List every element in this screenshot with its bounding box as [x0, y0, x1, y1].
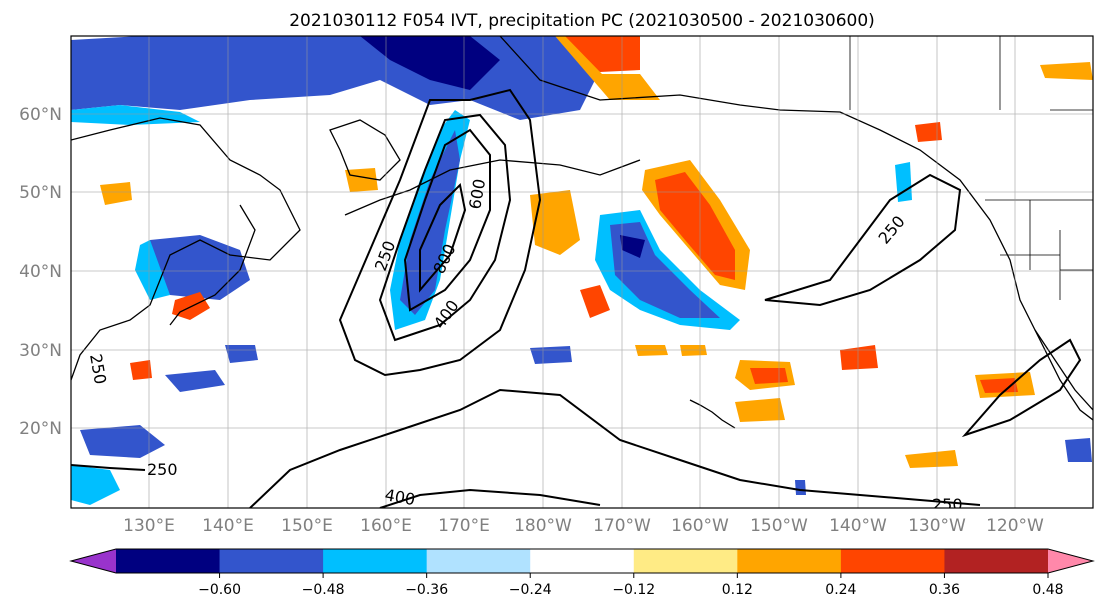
colorbar-segment [116, 549, 221, 573]
pos-core-ne-pacific [655, 172, 735, 280]
longitude-label: 140°W [829, 516, 887, 536]
border-us-states [1000, 200, 1093, 300]
neg-core-central-pacific [400, 130, 460, 315]
longitude-label: 150°W [750, 516, 808, 536]
pos-area-nw-alaska [1040, 62, 1093, 80]
map-frame [70, 35, 1094, 509]
colorbar-segment [633, 549, 738, 573]
colorbar-outline [69, 548, 1095, 574]
contour-600-central [403, 128, 491, 312]
latitude-label: 50°N [19, 183, 62, 203]
longitude-label: 130°E [123, 516, 175, 536]
coastlines [71, 36, 1093, 429]
neg-area-japan [150, 235, 250, 300]
neg-area-mid-2 [530, 346, 572, 364]
latitude-label: 30°N [19, 341, 62, 361]
colorbar: −0.60 −0.48 −0.36 −0.24 −0.12 0.12 0.24 0.36 0.4… [69, 548, 1095, 598]
pos-area-wpac-3 [680, 345, 707, 356]
colorbar-tick-label: 0.24 [825, 582, 856, 598]
longitude-label: 170°W [593, 516, 651, 536]
coast-kamchatka [329, 119, 401, 181]
pos-area-west-2 [130, 360, 152, 380]
colorbar-segment [323, 549, 428, 573]
contour-250-south [249, 388, 981, 508]
neg-area-scs [71, 465, 120, 505]
neg-area-mid-3 [795, 480, 806, 495]
neg-area-small-1 [225, 345, 258, 363]
colorbar-tick-label: 0.48 [1032, 582, 1063, 598]
neg-area-philippine [80, 425, 165, 458]
neg-core-bering [360, 36, 500, 90]
pos-area-east-3 [735, 398, 785, 422]
coast-baja [1034, 329, 1093, 411]
pos-area-gulf [530, 190, 580, 255]
gridlines [71, 36, 1093, 508]
colorbar-segment [530, 549, 635, 573]
latitude-label: 40°N [19, 262, 62, 282]
neg-deep-ne-pacific [620, 235, 645, 258]
contour-label: 400 [383, 485, 416, 509]
longitude-label: 120°W [986, 516, 1044, 536]
contour-800-central [419, 182, 467, 293]
pos-area-east-4 [905, 450, 958, 468]
pos-area-west-1 [100, 182, 132, 205]
contour-label: 250 [932, 495, 963, 514]
colorbar-segment [840, 549, 945, 573]
neg-edge-japan [135, 240, 170, 300]
pos-area-alaska-north [560, 36, 640, 72]
colorbar-segment [426, 549, 531, 573]
neg-area-subtropic-w [165, 370, 225, 392]
contour-label: 250 [147, 460, 178, 479]
coast-asia [71, 117, 301, 381]
pos-area-wpac-2 [635, 345, 668, 356]
coast-alaska [499, 36, 1093, 421]
longitude-label: 130°W [908, 516, 966, 536]
longitude-label: 160°W [671, 516, 729, 536]
colorbar-tick-label: 0.36 [929, 582, 960, 598]
colorbar-extend-max [1048, 549, 1093, 573]
pos-area-east-1 [840, 345, 878, 370]
colorbar-tick-label: −0.60 [198, 582, 241, 598]
pos-area-bc [915, 122, 942, 142]
neg-area-ca [1065, 438, 1092, 462]
latitude-label: 20°N [19, 419, 62, 439]
colorbar-tick-label: −0.48 [302, 582, 345, 598]
pos-area-mid-1 [580, 285, 610, 318]
pos-edge-alaska-north [555, 36, 660, 100]
ivt-contours [71, 88, 1082, 508]
colorbar-tick-label: −0.12 [612, 582, 655, 598]
coast-hawaii [689, 399, 736, 429]
longitude-label: 170°E [438, 516, 490, 536]
pos-core-east-2 [980, 378, 1018, 393]
contour-250-east [764, 173, 962, 307]
coast-japan [169, 204, 256, 326]
contour-250-central [338, 88, 542, 377]
colorbar-segment [219, 549, 324, 573]
colorbar-segment [944, 549, 1049, 573]
latitude-labels: 60°N 50°N 40°N 30°N 20°N [19, 105, 62, 439]
contour-400-central [378, 113, 512, 342]
longitude-label: 180°W [514, 516, 572, 536]
border-canada-provinces [999, 36, 1093, 111]
longitude-label: 150°E [281, 516, 333, 536]
contour-250-west [71, 464, 146, 471]
figure-title: 2021030112 F054 IVT, precipitation PC (2… [289, 11, 875, 31]
political-borders [849, 36, 1093, 300]
contour-250-southeast [961, 338, 1082, 438]
colorbar-tick-label: −0.24 [509, 582, 552, 598]
colorbar-tick-label: −0.36 [405, 582, 448, 598]
colorbar-segment [737, 549, 842, 573]
colorbar-extend-min [71, 549, 116, 573]
longitude-label: 140°E [202, 516, 254, 536]
contour-400-south [379, 488, 601, 508]
coast-aleutians [344, 159, 641, 216]
latitude-label: 60°N [19, 105, 62, 125]
longitude-label: 160°E [360, 516, 412, 536]
map-panel: 250 250 250 250 250 400 400 600 800 [71, 36, 1093, 514]
longitude-labels: 130°E 140°E 150°E 160°E 170°E 180°W 170°W 160°W… [123, 516, 1044, 536]
pos-area-wpac-1 [345, 168, 378, 192]
pos-core-hawaii-ne [750, 368, 788, 384]
colorbar-tick-label: 0.12 [722, 582, 753, 598]
